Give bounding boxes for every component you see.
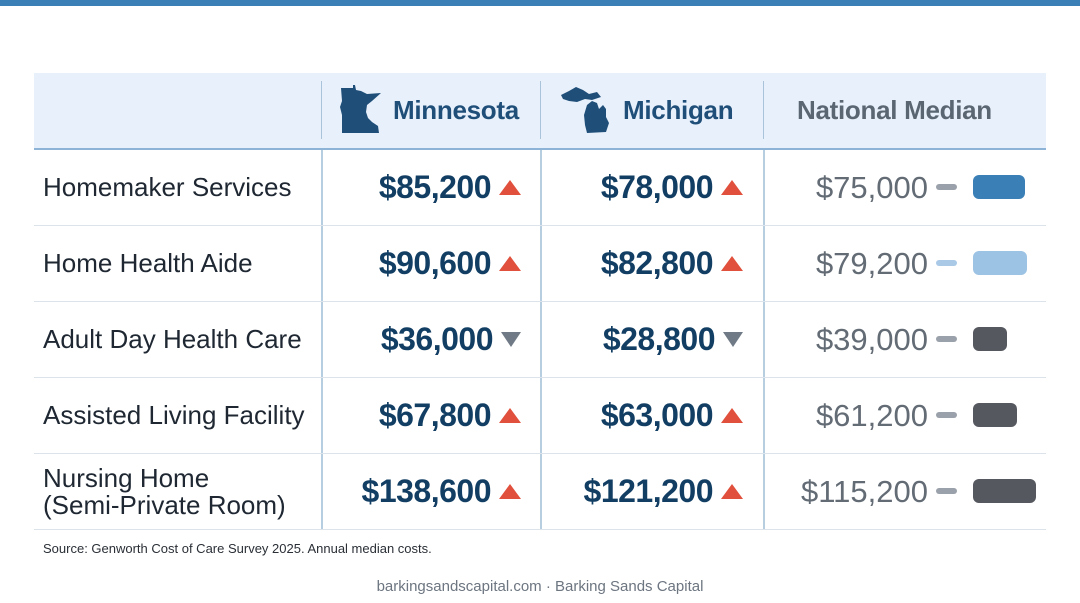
column-divider	[540, 378, 542, 453]
table-body: Homemaker Services $85,200 $78,000 $75,000 H…	[34, 150, 1046, 530]
national-median-value: $79,200	[815, 245, 928, 281]
column-divider	[321, 454, 323, 529]
minnesota-cost-value: $138,600	[361, 473, 492, 509]
row-label: Home Health Aide	[43, 226, 253, 301]
legend-dash	[936, 488, 957, 494]
minnesota-cost-value: $36,000	[380, 321, 494, 357]
triangle-up-icon	[499, 180, 521, 195]
table-row: Assisted Living Facility $67,800 $63,000 $6…	[34, 378, 1046, 454]
color-swatch-bar	[973, 251, 1027, 275]
national-median-value: $115,200	[801, 473, 928, 509]
minnesota-map-icon	[340, 85, 381, 133]
national-median-value: $75,000	[815, 169, 928, 205]
michigan-cost: $63,000	[601, 378, 743, 453]
header-divider	[321, 81, 322, 139]
michigan-cost: $82,800	[601, 226, 743, 301]
minnesota-cost-value: $67,800	[378, 397, 492, 433]
column-divider	[321, 150, 323, 225]
header-minnesota: Minnesota	[339, 81, 519, 139]
column-divider	[763, 454, 765, 529]
column-divider	[540, 302, 542, 377]
row-label-line: Home Health Aide	[43, 248, 253, 278]
minnesota-cost: $85,200	[379, 150, 521, 225]
header-divider	[763, 81, 764, 139]
column-divider	[763, 378, 765, 453]
triangle-up-icon	[499, 256, 521, 271]
minnesota-cost-value: $85,200	[378, 169, 492, 205]
legend-dash	[936, 412, 957, 418]
michigan-cost: $28,800	[603, 302, 743, 377]
michigan-cost-value: $63,000	[600, 397, 714, 433]
legend-dash	[936, 184, 957, 190]
column-divider	[321, 302, 323, 377]
column-divider	[321, 378, 323, 453]
triangle-down-icon	[723, 332, 743, 347]
michigan-header-label: Michigan	[623, 94, 734, 125]
source-note: Source: Genworth Cost of Care Survey 202…	[43, 541, 432, 556]
footer-credit: barkingsandscapital.com · Barking Sands …	[376, 578, 704, 595]
column-divider	[321, 226, 323, 301]
row-label-line: Nursing Home	[43, 462, 210, 493]
row-label: Assisted Living Facility	[43, 378, 305, 453]
row-label-line: Adult Day Health Care	[43, 324, 302, 354]
legend-dash	[936, 260, 957, 266]
table-row: Adult Day Health Care $36,000 $28,800 $39,0…	[34, 302, 1046, 378]
national-median-value: $39,000	[815, 321, 928, 357]
legend-dash	[936, 336, 957, 342]
table-row: Homemaker Services $85,200 $78,000 $75,000	[34, 150, 1046, 226]
table-row: Home Health Aide $90,600 $82,800 $79,200	[34, 226, 1046, 302]
michigan-cost: $78,000	[601, 150, 743, 225]
header-national: National Median	[797, 81, 992, 139]
top-accent-bar	[0, 0, 1080, 6]
national-median-value: $61,200	[815, 397, 928, 433]
row-label-line: Assisted Living Facility	[43, 400, 305, 430]
michigan-cost: $121,200	[584, 454, 743, 529]
color-swatch-bar	[973, 327, 1007, 351]
michigan-cost-value: $82,800	[600, 245, 714, 281]
header-michigan: Michigan	[559, 81, 734, 139]
minnesota-cost: $90,600	[379, 226, 521, 301]
color-swatch-bar	[973, 403, 1017, 427]
minnesota-cost-value: $90,600	[378, 245, 492, 281]
minnesota-cost: $36,000	[381, 302, 521, 377]
row-label-line: (Semi-Private Room)	[43, 489, 286, 520]
michigan-cost-value: $28,800	[602, 321, 716, 357]
row-label: Adult Day Health Care	[43, 302, 302, 377]
color-swatch-bar	[973, 175, 1025, 199]
header-divider	[540, 81, 541, 139]
column-divider	[763, 150, 765, 225]
michigan-map-icon	[561, 87, 609, 133]
triangle-up-icon	[499, 484, 521, 499]
triangle-up-icon	[721, 484, 743, 499]
cost-comparison-table: Minnesota Michigan National Median Homem…	[34, 73, 1046, 530]
column-divider	[540, 454, 542, 529]
row-label: Homemaker Services	[43, 150, 292, 225]
row-label: Nursing Home (Semi-Private Room)	[43, 454, 286, 529]
minnesota-cost: $138,600	[362, 454, 521, 529]
column-divider	[763, 302, 765, 377]
minnesota-header-label: Minnesota	[393, 94, 519, 125]
table-row: Nursing Home (Semi-Private Room) $138,600 $…	[34, 454, 1046, 530]
table-header: Minnesota Michigan National Median	[34, 73, 1046, 150]
triangle-up-icon	[721, 180, 743, 195]
national-header-label: National Median	[797, 94, 992, 125]
michigan-cost-value: $121,200	[583, 473, 714, 509]
column-divider	[540, 226, 542, 301]
triangle-down-icon	[501, 332, 521, 347]
color-swatch-bar	[973, 479, 1036, 503]
minnesota-cost: $67,800	[379, 378, 521, 453]
triangle-up-icon	[499, 408, 521, 423]
column-divider	[763, 226, 765, 301]
triangle-up-icon	[721, 408, 743, 423]
column-divider	[540, 150, 542, 225]
row-label-line: Homemaker Services	[43, 172, 292, 202]
triangle-up-icon	[721, 256, 743, 271]
michigan-cost-value: $78,000	[600, 169, 714, 205]
